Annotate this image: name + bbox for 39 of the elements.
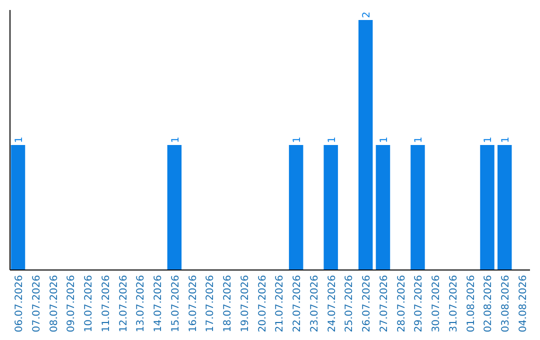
x-tick-label: 21.07.2026 <box>274 275 286 332</box>
data-label: 2 <box>362 12 373 18</box>
x-tick-label: 24.07.2026 <box>326 275 338 332</box>
x-tick-label: 12.07.2026 <box>118 275 130 332</box>
data-label: 1 <box>326 136 338 143</box>
x-tick-label: 17.07.2026 <box>205 275 216 332</box>
x-tick-label: 18.07.2026 <box>222 275 234 332</box>
x-tick-label: 31.07.2026 <box>448 275 460 332</box>
x-tick-label: 03.08.2026 <box>500 275 512 332</box>
x-tick-label: 23.07.2026 <box>309 275 320 332</box>
data-label: 1 <box>378 136 390 143</box>
x-tick-label: 08.07.2026 <box>48 275 60 332</box>
x-tick-label: 19.07.2026 <box>240 275 251 332</box>
x-tick-label: 11.07.2026 <box>100 275 112 332</box>
x-tick-label: 15.07.2026 <box>170 275 182 332</box>
data-label: 1 <box>483 136 494 143</box>
x-tick-label: 04.08.2026 <box>518 275 530 332</box>
data-label: 1 <box>500 136 512 143</box>
x-tick-label: 26.07.2026 <box>362 275 373 332</box>
x-tick-label: 07.07.2026 <box>31 275 42 332</box>
x-tick-label: 13.07.2026 <box>136 275 147 332</box>
x-tick-label: 25.07.2026 <box>344 275 356 332</box>
data-label: 1 <box>170 136 182 143</box>
x-tick-label: 29.07.2026 <box>414 275 425 332</box>
x-tick-label: 14.07.2026 <box>153 275 164 332</box>
data-label: 1 <box>292 136 304 143</box>
data-label: 1 <box>414 136 425 143</box>
x-tick-label: 28.07.2026 <box>396 275 408 332</box>
x-tick-label: 10.07.2026 <box>84 275 95 332</box>
x-tick-label: 20.07.2026 <box>257 275 268 332</box>
x-tick-label: 30.07.2026 <box>431 275 442 332</box>
x-tick-label: 01.08.2026 <box>466 275 477 332</box>
x-tick-label: 16.07.2026 <box>188 275 199 332</box>
x-tick-label: 09.07.2026 <box>66 275 78 332</box>
x-tick-label: 27.07.2026 <box>378 275 390 332</box>
x-tick-label: 06.07.2026 <box>14 275 25 332</box>
x-tick-label: 02.08.2026 <box>483 275 494 332</box>
data-label: 1 <box>14 136 25 143</box>
x-tick-label: 22.07.2026 <box>292 275 304 332</box>
